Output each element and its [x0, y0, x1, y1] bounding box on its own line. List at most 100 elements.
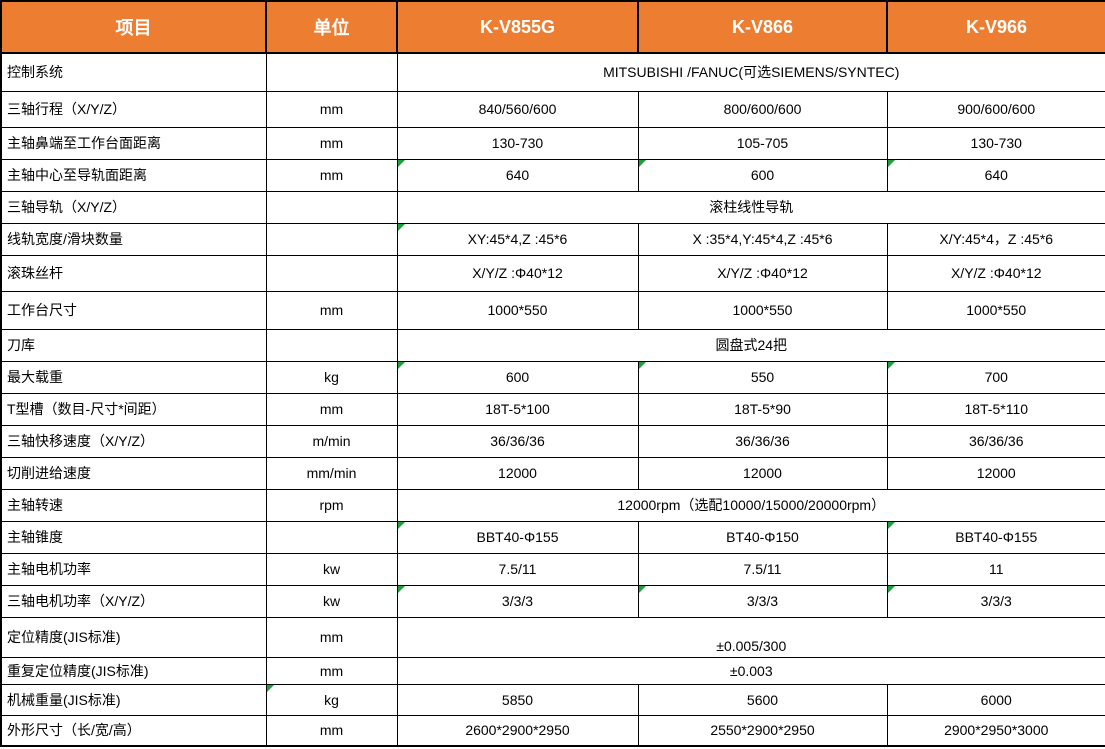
- spec-unit-cell[interactable]: [265, 52, 398, 92]
- spec-value-cell[interactable]: XY:45*4,Z :45*6: [396, 222, 639, 256]
- spec-unit-cell[interactable]: mm: [265, 290, 398, 330]
- spec-label-cell[interactable]: 主轴电机功率: [0, 552, 267, 586]
- spec-value-cell[interactable]: 12000: [396, 456, 639, 490]
- spec-value-cell[interactable]: 1000*550: [396, 290, 639, 330]
- spec-value-cell[interactable]: 5600: [637, 683, 888, 716]
- spec-label-cell[interactable]: 滚珠丝杆: [0, 254, 267, 292]
- spec-label-cell[interactable]: 三轴导轨（X/Y/Z）: [0, 190, 267, 224]
- spec-value-cell[interactable]: 7.5/11: [396, 552, 639, 586]
- spec-unit-cell[interactable]: [265, 328, 398, 362]
- spec-merged-value-cell[interactable]: MITSUBISHI /FANUC(可选SIEMENS/SYNTEC): [396, 52, 1105, 92]
- spec-value-cell[interactable]: 36/36/36: [637, 424, 888, 458]
- spec-value-cell[interactable]: X :35*4,Y:45*4,Z :45*6: [637, 222, 888, 256]
- spec-value-cell[interactable]: X/Y/Z :Φ40*12: [637, 254, 888, 292]
- spec-label-cell[interactable]: 主轴锥度: [0, 520, 267, 554]
- spec-value-cell[interactable]: BT40-Φ150: [637, 520, 888, 554]
- spec-label-cell[interactable]: 外形尺寸（长/宽/高）: [0, 714, 267, 747]
- header-cell-model-kv966[interactable]: K-V966: [886, 0, 1105, 54]
- spec-value-cell[interactable]: 36/36/36: [396, 424, 639, 458]
- spec-unit-cell[interactable]: mm: [265, 656, 398, 685]
- spec-label-cell[interactable]: 三轴电机功率（X/Y/Z）: [0, 584, 267, 618]
- spec-unit-cell[interactable]: [265, 520, 398, 554]
- spec-unit-cell[interactable]: [265, 222, 398, 256]
- spec-value-cell[interactable]: 800/600/600: [637, 90, 888, 128]
- spec-label-cell[interactable]: 控制系统: [0, 52, 267, 92]
- spec-merged-value-cell[interactable]: 滚柱线性导轨: [396, 190, 1105, 224]
- spec-value-cell[interactable]: 640: [396, 158, 639, 192]
- spec-label-cell[interactable]: 重复定位精度(JIS标准): [0, 656, 267, 685]
- spec-value-cell[interactable]: 7.5/11: [637, 552, 888, 586]
- spec-label-cell[interactable]: 主轴转速: [0, 488, 267, 522]
- spec-unit-cell[interactable]: kw: [265, 552, 398, 586]
- spec-unit-cell[interactable]: [265, 254, 398, 292]
- spec-label-cell[interactable]: 定位精度(JIS标准): [0, 616, 267, 658]
- spec-label-cell[interactable]: 刀库: [0, 328, 267, 362]
- spec-unit-cell[interactable]: kg: [265, 683, 398, 716]
- spec-label-cell[interactable]: 机械重量(JIS标准): [0, 683, 267, 716]
- spec-value-cell[interactable]: 2900*2950*3000: [886, 714, 1105, 747]
- spec-value-cell[interactable]: 600: [637, 158, 888, 192]
- spec-value-cell[interactable]: 18T-5*90: [637, 392, 888, 426]
- spec-value-cell[interactable]: 2600*2900*2950: [396, 714, 639, 747]
- spec-value-cell[interactable]: 900/600/600: [886, 90, 1105, 128]
- spec-label-cell[interactable]: 工作台尺寸: [0, 290, 267, 330]
- spec-label-cell[interactable]: 切削进给速度: [0, 456, 267, 490]
- spec-value-cell[interactable]: 18T-5*100: [396, 392, 639, 426]
- spec-unit-cell[interactable]: mm: [265, 616, 398, 658]
- spec-label-cell[interactable]: T型槽（数目-尺寸*间距）: [0, 392, 267, 426]
- spec-unit-cell[interactable]: mm: [265, 158, 398, 192]
- spec-value-cell[interactable]: BBT40-Φ155: [396, 520, 639, 554]
- spec-unit-cell[interactable]: kg: [265, 360, 398, 394]
- spec-value-cell[interactable]: BBT40-Φ155: [886, 520, 1105, 554]
- spec-value-cell[interactable]: 11: [886, 552, 1105, 586]
- spec-value-cell[interactable]: 2550*2900*2950: [637, 714, 888, 747]
- spec-value-cell[interactable]: 1000*550: [637, 290, 888, 330]
- spec-label-cell[interactable]: 三轴行程（X/Y/Z）: [0, 90, 267, 128]
- spec-value-cell[interactable]: X/Y/Z :Φ40*12: [886, 254, 1105, 292]
- spec-merged-value-cell[interactable]: ±0.003: [396, 656, 1105, 685]
- spec-label-cell[interactable]: 线轨宽度/滑块数量: [0, 222, 267, 256]
- spec-unit-cell[interactable]: [265, 190, 398, 224]
- spec-unit-cell[interactable]: mm: [265, 126, 398, 160]
- spec-unit-cell[interactable]: mm: [265, 714, 398, 747]
- spec-merged-value-cell[interactable]: ±0.005/300: [396, 616, 1105, 658]
- spec-label-cell[interactable]: 三轴快移速度（X/Y/Z）: [0, 424, 267, 458]
- header-cell-model-kv855g[interactable]: K-V855G: [396, 0, 639, 54]
- spec-unit-cell[interactable]: m/min: [265, 424, 398, 458]
- spec-value-cell[interactable]: 3/3/3: [886, 584, 1105, 618]
- spec-value-cell[interactable]: 105-705: [637, 126, 888, 160]
- spec-value-cell[interactable]: 36/36/36: [886, 424, 1105, 458]
- spec-value-cell[interactable]: X/Y/Z :Φ40*12: [396, 254, 639, 292]
- spec-label-cell[interactable]: 最大载重: [0, 360, 267, 394]
- spec-label-cell[interactable]: 主轴鼻端至工作台面距离: [0, 126, 267, 160]
- spec-value-cell[interactable]: 600: [396, 360, 639, 394]
- header-cell-unit[interactable]: 单位: [265, 0, 398, 54]
- spec-value-cell[interactable]: 18T-5*110: [886, 392, 1105, 426]
- spec-value-cell[interactable]: 550: [637, 360, 888, 394]
- spec-value-cell[interactable]: 640: [886, 158, 1105, 192]
- spec-label-cell[interactable]: 主轴中心至导轨面距离: [0, 158, 267, 192]
- spec-value-cell[interactable]: X/Y:45*4，Z :45*6: [886, 222, 1105, 256]
- cell-text: 3/3/3: [501, 593, 534, 609]
- cell-text: 三轴快移速度（X/Y/Z）: [7, 433, 155, 449]
- spec-unit-cell[interactable]: rpm: [265, 488, 398, 522]
- spec-value-cell[interactable]: 12000: [886, 456, 1105, 490]
- header-cell-item[interactable]: 项目: [0, 0, 267, 54]
- spec-value-cell[interactable]: 3/3/3: [396, 584, 639, 618]
- spec-value-cell[interactable]: 130-730: [396, 126, 639, 160]
- spec-unit-cell[interactable]: mm/min: [265, 456, 398, 490]
- spec-value-cell[interactable]: 3/3/3: [637, 584, 888, 618]
- spec-merged-value-cell[interactable]: 圆盘式24把: [396, 328, 1105, 362]
- spec-unit-cell[interactable]: mm: [265, 90, 398, 128]
- header-cell-model-kv866[interactable]: K-V866: [637, 0, 888, 54]
- spec-value-cell[interactable]: 840/560/600: [396, 90, 639, 128]
- spec-value-cell[interactable]: 700: [886, 360, 1105, 394]
- spec-value-cell[interactable]: 130-730: [886, 126, 1105, 160]
- spec-unit-cell[interactable]: kw: [265, 584, 398, 618]
- spec-value-cell[interactable]: 5850: [396, 683, 639, 716]
- spec-unit-cell[interactable]: mm: [265, 392, 398, 426]
- spec-merged-value-cell[interactable]: 12000rpm（选配10000/15000/20000rpm）: [396, 488, 1105, 522]
- spec-value-cell[interactable]: 1000*550: [886, 290, 1105, 330]
- spec-value-cell[interactable]: 6000: [886, 683, 1105, 716]
- spec-value-cell[interactable]: 12000: [637, 456, 888, 490]
